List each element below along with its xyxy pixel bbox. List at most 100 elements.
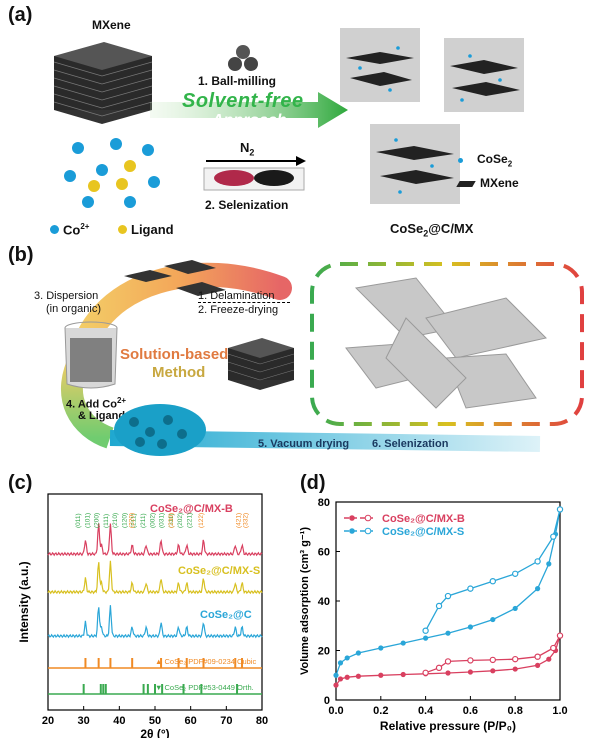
mxene-title: MXene xyxy=(92,18,131,32)
x-tick-label: 0.2 xyxy=(373,705,388,717)
gas-subscript: 2 xyxy=(249,147,255,158)
co-ions xyxy=(64,138,160,208)
y-axis-label: Volume adsorption (cm³ g⁻¹) xyxy=(299,527,311,675)
step-add-co: 4. Add Co2+ xyxy=(66,396,126,411)
x-tick-label: 0.8 xyxy=(508,705,523,717)
legend-marker-filled xyxy=(349,515,355,521)
desorption-point xyxy=(534,558,541,565)
adsorption-point xyxy=(467,669,473,675)
gas-symbol: N xyxy=(240,140,250,155)
peak-label-orange: (421) xyxy=(236,513,243,528)
legend-marker-open xyxy=(364,527,372,535)
y-axis-label: Intensity (a.u.) xyxy=(17,561,31,642)
crucible-image xyxy=(203,167,305,191)
center-method: Method xyxy=(152,364,206,381)
legend-ligand-text: Ligand xyxy=(131,222,174,237)
x-tick-label: 0.0 xyxy=(328,705,343,717)
ref-label-cubic: ▲ CoSe₂ PDF#09-0234 Cubic xyxy=(155,657,256,666)
x-tick-label: 0.6 xyxy=(463,705,478,717)
x-tick-label: 20 xyxy=(42,715,54,727)
process-arrow xyxy=(150,92,348,128)
step-delamination: 1. Delamination xyxy=(198,290,275,302)
adsorption-point xyxy=(467,624,473,630)
xrd-series-label: CoSe₂@C/MX-B xyxy=(150,503,233,515)
adsorption-point xyxy=(344,674,350,680)
desorption-point xyxy=(511,570,519,577)
ligand-dot-icon xyxy=(118,225,127,234)
x-tick-label: 80 xyxy=(256,715,268,727)
adsorption-point xyxy=(355,673,361,679)
xrd-series-line xyxy=(47,605,263,639)
desorption-point xyxy=(467,585,474,592)
step-selenization: 2. Selenization xyxy=(205,198,289,212)
product-a-rest: @C/MX xyxy=(428,221,474,236)
flower-structure xyxy=(345,277,547,409)
desorption-line xyxy=(425,635,561,674)
x-tick-label: 30 xyxy=(78,715,90,727)
y-tick-label: 20 xyxy=(318,646,330,658)
step-dispersion-sub: (in organic) xyxy=(46,303,102,315)
peak-label-green: (200) xyxy=(94,513,101,528)
product-a-cose: CoSe xyxy=(390,221,424,236)
x-tick-label: 70 xyxy=(220,715,232,727)
peak-label-orange: (332) xyxy=(243,513,250,528)
adsorption-point xyxy=(546,656,552,662)
panel-c-label: (c) xyxy=(8,472,33,494)
desorption-point xyxy=(534,653,541,660)
desorption-point xyxy=(435,664,443,672)
adsorption-point xyxy=(333,682,339,688)
adsorption-point xyxy=(423,635,429,641)
peak-label-green: (221) xyxy=(186,513,193,528)
desorption-point xyxy=(556,632,564,639)
x-tick-label: 1.0 xyxy=(552,705,567,717)
step-divider xyxy=(198,302,290,303)
adsorption-point xyxy=(546,561,552,567)
desorption-point xyxy=(467,657,474,664)
adsorption-point xyxy=(535,662,541,668)
x-tick-label: 50 xyxy=(149,715,161,727)
morphology-frame xyxy=(310,262,584,426)
xrd-series-line xyxy=(47,560,263,595)
step-ligand: & Ligand xyxy=(78,410,126,422)
peak-label-green: (101) xyxy=(84,513,91,528)
panel-a-label: (a) xyxy=(8,4,33,26)
peak-label-green: (210) xyxy=(112,513,119,528)
adsorption-point xyxy=(535,586,541,592)
precursor-particles xyxy=(64,138,160,208)
step-vacuum-drying: 5. Vacuum drying xyxy=(258,438,350,450)
step-ball-milling: 1. Ball-milling xyxy=(198,74,277,88)
key-cose2-text: CoSe xyxy=(477,152,508,166)
adsorption-point xyxy=(378,645,384,651)
desorption-point xyxy=(444,592,452,600)
peak-label-green: (111) xyxy=(103,514,110,528)
banner-approach: Approach xyxy=(212,112,287,129)
adsorption-point xyxy=(333,672,339,678)
xrd-series-label: CoSe₂@C xyxy=(200,609,252,621)
adsorption-point xyxy=(355,650,361,656)
legend-label: CoSe₂@C/MX-S xyxy=(382,526,464,538)
panel-d-label: (d) xyxy=(300,472,326,494)
adsorption-point xyxy=(512,605,518,612)
adsorption-point xyxy=(337,676,344,682)
peak-label-orange: (122) xyxy=(198,513,205,528)
product-a-sub: 2 xyxy=(423,228,429,239)
legend-label: CoSe₂@C/MX-B xyxy=(382,513,465,525)
xrd-chart: 20 30 40 50 60 70 80 2θ (°) Intensity (a.u.) CoSe… xyxy=(17,493,268,738)
legend-co-sup: 2+ xyxy=(80,222,90,231)
mxene-stack-b xyxy=(227,338,295,390)
adsorption-point xyxy=(400,640,406,646)
mxene-layers xyxy=(53,42,153,124)
desorption-point xyxy=(422,627,429,634)
peak-label-green: (202) xyxy=(177,513,184,528)
ligands xyxy=(88,160,136,192)
adsorption-point xyxy=(344,655,350,661)
bet-chart: 0.0 0.2 0.4 0.6 0.8 1.0 0 20 40 60 80 Relative pres… xyxy=(299,497,568,733)
step-selenization-b: 6. Selenization xyxy=(372,438,449,450)
adsorption-point xyxy=(512,666,518,672)
mxene-sheet-icon xyxy=(456,181,476,187)
x-axis-label: Relative pressure (P/P₀) xyxy=(380,719,516,733)
peak-label-green: (311) xyxy=(168,513,175,528)
peak-label-green: (120) xyxy=(121,513,128,528)
desorption-point xyxy=(511,655,519,663)
y-tick-label: 0 xyxy=(324,695,330,707)
